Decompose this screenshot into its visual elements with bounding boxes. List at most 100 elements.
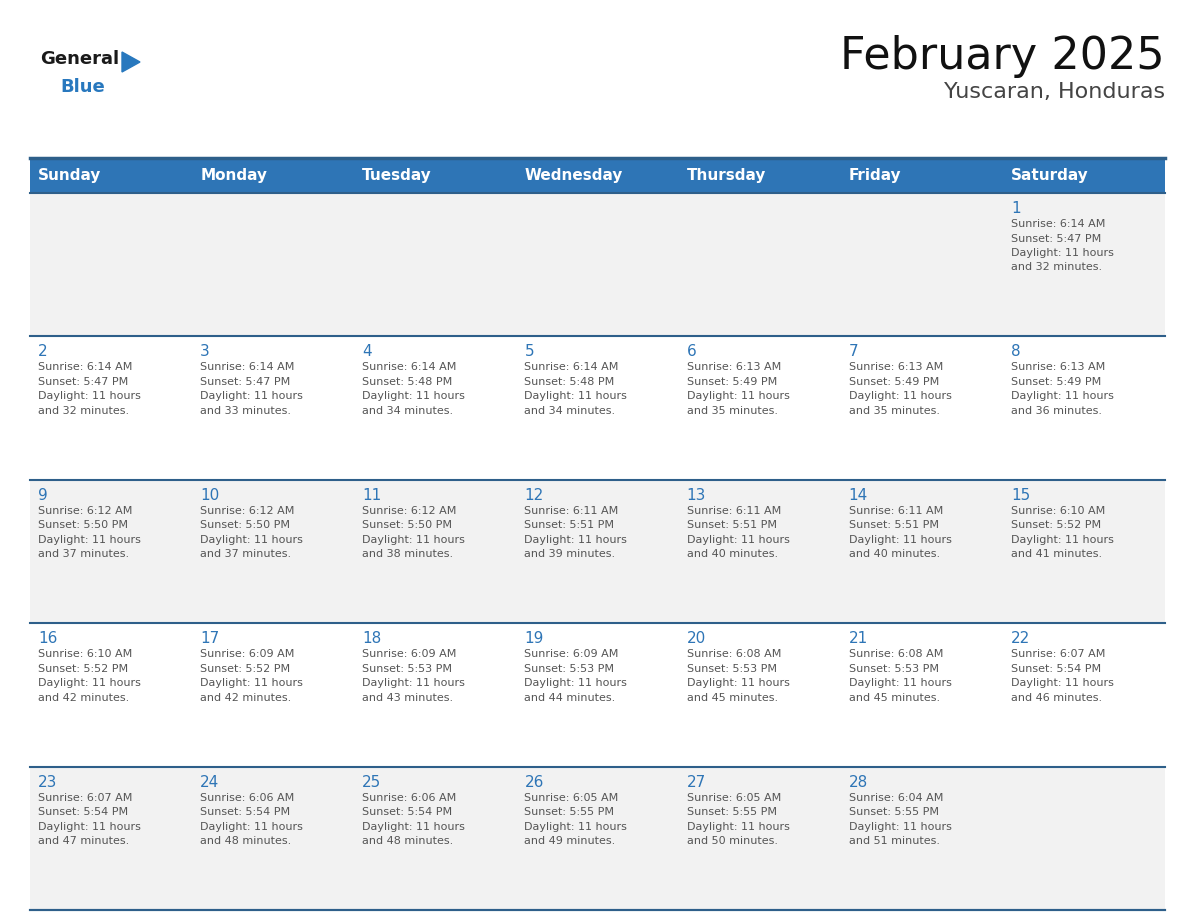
Text: Daylight: 11 hours: Daylight: 11 hours bbox=[362, 391, 466, 401]
Text: 11: 11 bbox=[362, 487, 381, 503]
Text: 2: 2 bbox=[38, 344, 48, 360]
Text: Daylight: 11 hours: Daylight: 11 hours bbox=[848, 822, 952, 832]
Text: Sunrise: 6:13 AM: Sunrise: 6:13 AM bbox=[687, 363, 781, 373]
Text: Daylight: 11 hours: Daylight: 11 hours bbox=[848, 391, 952, 401]
Text: February 2025: February 2025 bbox=[840, 35, 1165, 78]
Bar bbox=[30, 336, 1165, 480]
Text: Yuscaran, Honduras: Yuscaran, Honduras bbox=[944, 82, 1165, 102]
Text: and 35 minutes.: and 35 minutes. bbox=[687, 406, 778, 416]
Text: Sunrise: 6:06 AM: Sunrise: 6:06 AM bbox=[200, 792, 295, 802]
Text: Wednesday: Wednesday bbox=[524, 168, 623, 183]
Text: and 42 minutes.: and 42 minutes. bbox=[200, 693, 291, 702]
Text: 1: 1 bbox=[1011, 201, 1020, 216]
Text: Sunrise: 6:11 AM: Sunrise: 6:11 AM bbox=[687, 506, 781, 516]
Text: Sunrise: 6:14 AM: Sunrise: 6:14 AM bbox=[200, 363, 295, 373]
Text: Sunrise: 6:14 AM: Sunrise: 6:14 AM bbox=[38, 363, 132, 373]
Text: and 35 minutes.: and 35 minutes. bbox=[848, 406, 940, 416]
Text: Sunset: 5:47 PM: Sunset: 5:47 PM bbox=[200, 377, 290, 386]
Text: Sunset: 5:51 PM: Sunset: 5:51 PM bbox=[687, 521, 777, 531]
Text: 6: 6 bbox=[687, 344, 696, 360]
Text: 28: 28 bbox=[848, 775, 868, 789]
Text: and 45 minutes.: and 45 minutes. bbox=[687, 693, 778, 702]
Text: Thursday: Thursday bbox=[687, 168, 766, 183]
Text: 14: 14 bbox=[848, 487, 868, 503]
Text: and 38 minutes.: and 38 minutes. bbox=[362, 549, 454, 559]
Text: Sunset: 5:53 PM: Sunset: 5:53 PM bbox=[687, 664, 777, 674]
Text: Sunrise: 6:14 AM: Sunrise: 6:14 AM bbox=[524, 363, 619, 373]
Text: and 40 minutes.: and 40 minutes. bbox=[848, 549, 940, 559]
Text: Daylight: 11 hours: Daylight: 11 hours bbox=[38, 678, 141, 688]
Text: 15: 15 bbox=[1011, 487, 1030, 503]
Text: and 41 minutes.: and 41 minutes. bbox=[1011, 549, 1102, 559]
Text: Sunrise: 6:07 AM: Sunrise: 6:07 AM bbox=[1011, 649, 1105, 659]
Text: Sunrise: 6:09 AM: Sunrise: 6:09 AM bbox=[524, 649, 619, 659]
Text: Sunrise: 6:12 AM: Sunrise: 6:12 AM bbox=[200, 506, 295, 516]
Text: Daylight: 11 hours: Daylight: 11 hours bbox=[38, 391, 141, 401]
Text: Sunset: 5:55 PM: Sunset: 5:55 PM bbox=[524, 807, 614, 817]
Text: and 43 minutes.: and 43 minutes. bbox=[362, 693, 454, 702]
Text: Sunrise: 6:10 AM: Sunrise: 6:10 AM bbox=[1011, 506, 1105, 516]
Text: 22: 22 bbox=[1011, 632, 1030, 646]
Text: Sunset: 5:52 PM: Sunset: 5:52 PM bbox=[38, 664, 128, 674]
Text: Sunset: 5:53 PM: Sunset: 5:53 PM bbox=[362, 664, 453, 674]
Text: 9: 9 bbox=[38, 487, 48, 503]
Text: Daylight: 11 hours: Daylight: 11 hours bbox=[524, 391, 627, 401]
Text: Sunset: 5:51 PM: Sunset: 5:51 PM bbox=[524, 521, 614, 531]
Text: Sunset: 5:52 PM: Sunset: 5:52 PM bbox=[1011, 521, 1101, 531]
Text: and 50 minutes.: and 50 minutes. bbox=[687, 836, 778, 846]
Text: Sunset: 5:53 PM: Sunset: 5:53 PM bbox=[848, 664, 939, 674]
Text: Tuesday: Tuesday bbox=[362, 168, 432, 183]
Text: 20: 20 bbox=[687, 632, 706, 646]
Text: Daylight: 11 hours: Daylight: 11 hours bbox=[38, 822, 141, 832]
Text: Sunrise: 6:05 AM: Sunrise: 6:05 AM bbox=[687, 792, 781, 802]
Text: Daylight: 11 hours: Daylight: 11 hours bbox=[1011, 391, 1113, 401]
Text: 25: 25 bbox=[362, 775, 381, 789]
Text: Sunset: 5:54 PM: Sunset: 5:54 PM bbox=[200, 807, 290, 817]
Text: Sunset: 5:50 PM: Sunset: 5:50 PM bbox=[362, 521, 453, 531]
Text: Daylight: 11 hours: Daylight: 11 hours bbox=[362, 678, 466, 688]
Text: Sunrise: 6:13 AM: Sunrise: 6:13 AM bbox=[1011, 363, 1105, 373]
Text: Daylight: 11 hours: Daylight: 11 hours bbox=[848, 535, 952, 544]
Text: and 46 minutes.: and 46 minutes. bbox=[1011, 693, 1102, 702]
Bar bbox=[30, 623, 1165, 767]
Text: Sunset: 5:52 PM: Sunset: 5:52 PM bbox=[200, 664, 290, 674]
Text: and 40 minutes.: and 40 minutes. bbox=[687, 549, 778, 559]
Text: Daylight: 11 hours: Daylight: 11 hours bbox=[200, 678, 303, 688]
Text: Sunset: 5:48 PM: Sunset: 5:48 PM bbox=[524, 377, 614, 386]
Text: Sunset: 5:49 PM: Sunset: 5:49 PM bbox=[687, 377, 777, 386]
Text: 27: 27 bbox=[687, 775, 706, 789]
Text: 18: 18 bbox=[362, 632, 381, 646]
Text: Sunrise: 6:14 AM: Sunrise: 6:14 AM bbox=[362, 363, 456, 373]
Text: 13: 13 bbox=[687, 487, 706, 503]
Text: Daylight: 11 hours: Daylight: 11 hours bbox=[687, 535, 790, 544]
Text: Friday: Friday bbox=[848, 168, 902, 183]
Text: Sunset: 5:54 PM: Sunset: 5:54 PM bbox=[1011, 664, 1101, 674]
Text: 26: 26 bbox=[524, 775, 544, 789]
Text: and 39 minutes.: and 39 minutes. bbox=[524, 549, 615, 559]
Text: Daylight: 11 hours: Daylight: 11 hours bbox=[687, 391, 790, 401]
Text: Sunrise: 6:12 AM: Sunrise: 6:12 AM bbox=[38, 506, 132, 516]
Text: and 33 minutes.: and 33 minutes. bbox=[200, 406, 291, 416]
Text: Sunset: 5:55 PM: Sunset: 5:55 PM bbox=[848, 807, 939, 817]
Text: Daylight: 11 hours: Daylight: 11 hours bbox=[687, 822, 790, 832]
Text: 8: 8 bbox=[1011, 344, 1020, 360]
Text: Daylight: 11 hours: Daylight: 11 hours bbox=[524, 822, 627, 832]
Text: Sunset: 5:53 PM: Sunset: 5:53 PM bbox=[524, 664, 614, 674]
Text: and 42 minutes.: and 42 minutes. bbox=[38, 693, 129, 702]
Text: Sunrise: 6:14 AM: Sunrise: 6:14 AM bbox=[1011, 219, 1105, 229]
Text: and 51 minutes.: and 51 minutes. bbox=[848, 836, 940, 846]
Text: and 37 minutes.: and 37 minutes. bbox=[200, 549, 291, 559]
Text: 19: 19 bbox=[524, 632, 544, 646]
Text: Sunrise: 6:11 AM: Sunrise: 6:11 AM bbox=[848, 506, 943, 516]
Text: Sunrise: 6:08 AM: Sunrise: 6:08 AM bbox=[687, 649, 781, 659]
Text: Daylight: 11 hours: Daylight: 11 hours bbox=[687, 678, 790, 688]
Text: Sunrise: 6:04 AM: Sunrise: 6:04 AM bbox=[848, 792, 943, 802]
Text: Sunrise: 6:11 AM: Sunrise: 6:11 AM bbox=[524, 506, 619, 516]
Text: Daylight: 11 hours: Daylight: 11 hours bbox=[362, 822, 466, 832]
Text: Daylight: 11 hours: Daylight: 11 hours bbox=[848, 678, 952, 688]
Text: and 47 minutes.: and 47 minutes. bbox=[38, 836, 129, 846]
Text: and 45 minutes.: and 45 minutes. bbox=[848, 693, 940, 702]
Text: 4: 4 bbox=[362, 344, 372, 360]
Text: and 44 minutes.: and 44 minutes. bbox=[524, 693, 615, 702]
Text: Sunrise: 6:09 AM: Sunrise: 6:09 AM bbox=[362, 649, 456, 659]
